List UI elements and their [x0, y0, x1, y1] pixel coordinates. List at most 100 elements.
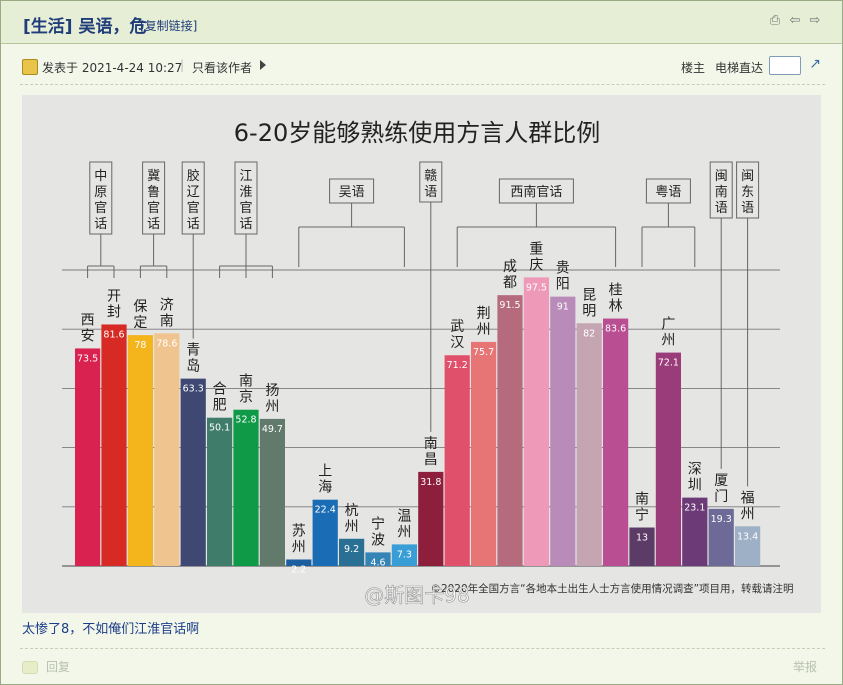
prev-thread-icon[interactable]: ⇦ [789, 13, 801, 28]
bar-value-label: 7.3 [397, 549, 412, 560]
bar [655, 352, 681, 566]
group-label: 语 [424, 185, 437, 200]
group-label: 话 [239, 217, 252, 232]
bar-category-label: 州 [345, 519, 359, 535]
bar-value-label: 2.2 [291, 564, 306, 575]
bar [259, 418, 285, 566]
floor-jump-input[interactable] [769, 56, 801, 75]
thread-title: [生活] 吴语，危 [23, 12, 146, 37]
group-label: 鲁 [147, 185, 160, 200]
thread-category[interactable]: [生活] [23, 17, 73, 37]
bar-category-label: 门 [714, 489, 728, 505]
bar-value-label: 9.2 [344, 544, 359, 555]
bar-category-label: 州 [741, 506, 755, 522]
bar-category-label: 京 [239, 390, 253, 406]
group-label: 官 [187, 200, 200, 216]
bar [603, 318, 629, 566]
bar [286, 559, 312, 566]
bar-value-label: 13.4 [737, 531, 758, 542]
bar [497, 295, 523, 566]
bar-category-label: 苏 [292, 523, 306, 539]
bar-category-label: 阳 [556, 277, 570, 293]
bar-category-label: 庆 [529, 257, 543, 273]
bar-value-label: 81.6 [103, 329, 124, 340]
bar-category-label: 武 [450, 319, 464, 335]
jump-icon[interactable]: ↗ [809, 56, 821, 72]
bar-category-label: 西 [81, 312, 95, 328]
bar [444, 355, 470, 566]
bar-category-label: 南 [635, 492, 649, 508]
post-date: 发表于 2021-4-24 10:27 [42, 61, 183, 75]
bar-value-label: 78.6 [156, 338, 177, 349]
bar-category-label: 开 [107, 288, 121, 304]
bar [207, 417, 233, 566]
bar-value-label: 13 [636, 533, 648, 544]
reply-button[interactable]: 回复 [22, 658, 70, 675]
copy-link-button[interactable]: [复制链接] [140, 19, 198, 33]
group-label: 东 [741, 185, 754, 200]
bar-value-label: 75.7 [473, 347, 494, 358]
bar-category-label: 波 [371, 532, 385, 548]
bar-category-label: 圳 [688, 478, 702, 494]
bar-category-label: 广 [661, 317, 675, 333]
only-author-link[interactable]: 只看该作者 [192, 61, 253, 75]
next-thread-icon[interactable]: ⇨ [809, 13, 821, 28]
bar [708, 508, 734, 566]
bar-category-label: 保 [133, 299, 147, 315]
reply-icon [22, 661, 38, 674]
bar-value-label: 78 [134, 340, 146, 351]
bar-category-label: 昆 [582, 287, 596, 303]
bar [576, 323, 602, 566]
group-label: 官 [239, 200, 252, 216]
bar-value-label: 31.8 [420, 477, 441, 488]
bar-value-label: 4.6 [370, 557, 385, 568]
group-label: 闽 [715, 169, 728, 184]
bar [154, 333, 180, 566]
group-label: 赣 [424, 169, 437, 184]
meta-divider-line [20, 84, 825, 85]
bar [339, 538, 365, 566]
group-label: 闽 [741, 169, 754, 184]
bar [523, 277, 549, 566]
bar-value-label: 83.6 [605, 324, 626, 335]
bar-value-label: 82 [583, 328, 595, 339]
bar-value-label: 71.2 [447, 360, 468, 371]
bar-value-label: 23.1 [684, 503, 705, 514]
bar [233, 409, 259, 566]
bar [682, 497, 708, 566]
elevator-label: 电梯直达 [714, 61, 763, 75]
post-footer-line [20, 648, 825, 649]
bar-category-label: 南 [239, 374, 253, 390]
group-label: 冀 [147, 168, 160, 184]
bar-category-label: 海 [318, 480, 332, 496]
bar-value-label: 49.7 [262, 424, 283, 435]
bar-value-label: 73.5 [77, 353, 98, 364]
bar [180, 378, 206, 566]
group-label: 原 [94, 185, 107, 200]
group-label: 官 [94, 200, 107, 216]
bar-category-label: 岛 [186, 359, 200, 375]
bar-category-label: 济 [160, 297, 174, 313]
bar-category-label: 都 [503, 275, 517, 291]
bar-category-label: 肥 [213, 398, 227, 414]
user-online-icon [22, 59, 38, 75]
bar-category-label: 重 [529, 241, 543, 257]
bar-category-label: 汉 [450, 335, 464, 351]
chart-watermark: @斯图卡98 [364, 583, 469, 607]
print-icon[interactable]: ⎙ [769, 13, 781, 28]
report-button[interactable]: 举报 [792, 660, 817, 674]
bar-category-label: 州 [477, 322, 491, 338]
bar-category-label: 南 [424, 436, 438, 452]
bar-category-label: 青 [186, 343, 200, 359]
chart-source-note: ©2020年全国方言“各地本土出生人士方言使用情况调查”项目用，转载请注明 [430, 582, 793, 595]
bar-category-label: 宁 [371, 515, 385, 532]
bar-value-label: 22.4 [315, 505, 336, 516]
bar-category-label: 杭 [345, 503, 359, 519]
bar-category-label: 定 [133, 315, 147, 331]
bar-value-label: 91.5 [499, 300, 520, 311]
bar-category-label: 明 [582, 303, 596, 319]
bar-category-label: 南 [160, 313, 174, 329]
bar-category-label: 州 [265, 399, 279, 415]
bar-category-label: 成 [503, 259, 517, 275]
floor-label: 楼主 [680, 61, 705, 75]
